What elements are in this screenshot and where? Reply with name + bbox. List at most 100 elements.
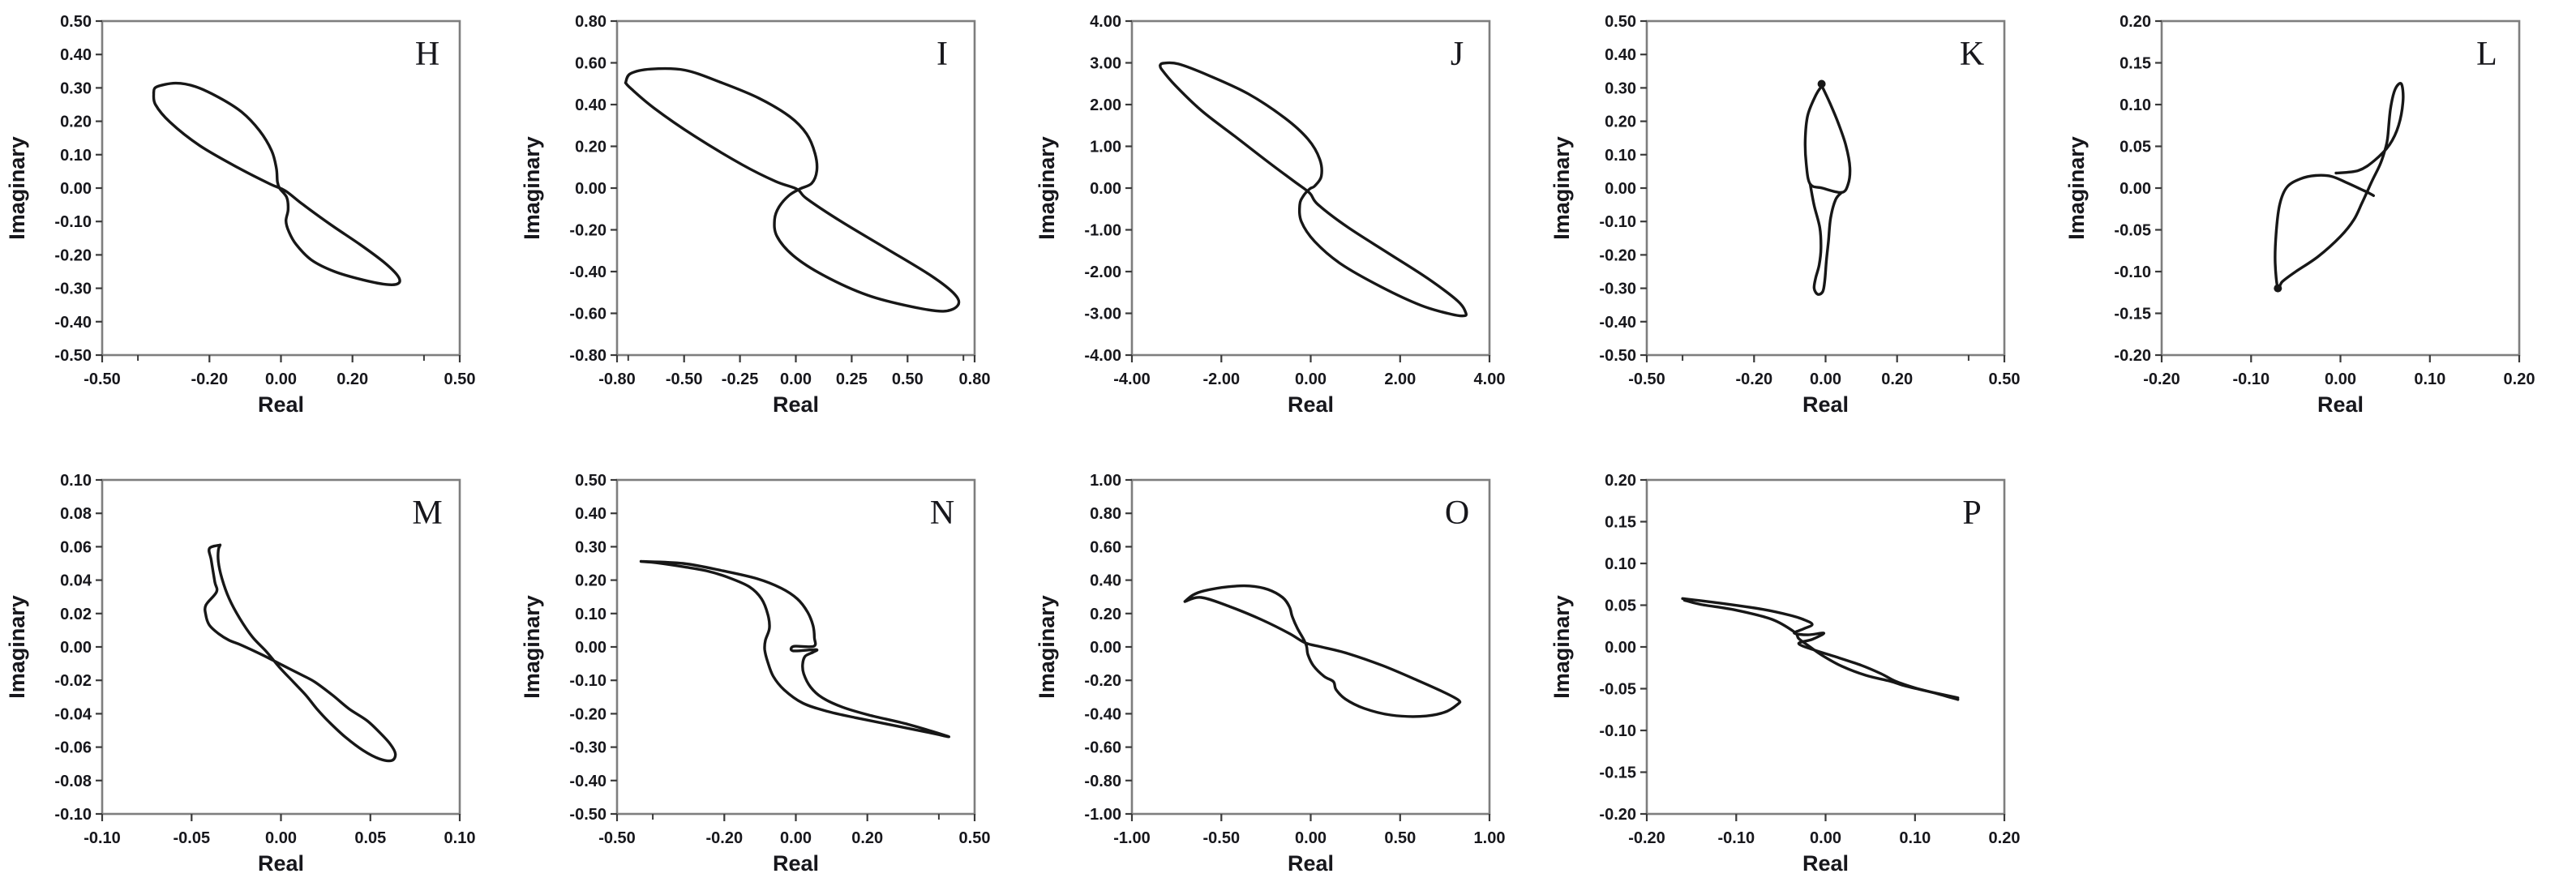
- plot-frame: [1130, 478, 1491, 816]
- x-tick-label: -0.50: [666, 370, 703, 388]
- subplot-H: 0.50 0.40 0.30 0.20 0.10 0.00 -0.10 -0.20 -0.30 -…: [0, 0, 515, 448]
- y-tick-label: 0.20: [1605, 472, 1636, 490]
- y-tick-label: 0.40: [1605, 46, 1636, 64]
- x-axis-label: Real: [1288, 392, 1334, 417]
- y-tick-label: 0.20: [1605, 113, 1636, 131]
- y-tick-label: 0.00: [60, 639, 92, 657]
- y-tick-label: -0.04: [54, 705, 92, 723]
- y-tick-label: 0.60: [575, 55, 606, 73]
- y-tick-label: -0.06: [54, 739, 92, 757]
- subplot-canvas-M: 0.10 0.08 0.06 0.04 0.02 0.00 -0.02 -0.04 -0.06 -…: [5, 472, 476, 876]
- x-tick-label: 0.10: [444, 829, 476, 847]
- y-tick-label: 0.40: [60, 46, 92, 64]
- y-tick-label: 0.00: [1090, 180, 1121, 198]
- subplot-J: 4.00 3.00 2.00 1.00 0.00 -1.00 -2.00 -3.00 -4.00…: [1030, 0, 1545, 448]
- y-tick-label: -0.10: [1599, 722, 1636, 740]
- y-tick-label: -0.05: [2114, 222, 2151, 240]
- x-tick-label: 0.00: [780, 370, 812, 388]
- x-axis-label: Real: [258, 392, 304, 417]
- y-tick-label: -2.00: [1084, 263, 1121, 281]
- y-tick-label: 0.00: [1605, 180, 1636, 198]
- y-tick-label: -0.40: [1084, 705, 1121, 723]
- subplot-L: 0.20 0.15 0.10 0.05 0.00 -0.05 -0.10 -0.15 -0.20…: [2060, 0, 2574, 448]
- y-tick-label: 0.00: [2120, 180, 2151, 198]
- y-tick-label: 0.05: [2120, 139, 2151, 156]
- x-tick-label: -0.25: [722, 370, 759, 388]
- panel-letter: I: [937, 36, 948, 73]
- y-tick-label: -0.80: [569, 347, 606, 365]
- y-tick-label: -0.30: [1599, 280, 1636, 298]
- subplot-K: 0.50 0.40 0.30 0.20 0.10 0.00 -0.10 -0.20 -0.30 -…: [1545, 0, 2060, 448]
- x-tick-label: 0.00: [1295, 829, 1327, 847]
- y-tick-label: 0.20: [60, 113, 92, 131]
- x-tick-label: 0.05: [354, 829, 386, 847]
- x-tick-label: -0.50: [1203, 829, 1241, 847]
- x-tick-label: -0.50: [84, 370, 121, 388]
- x-tick-label: 0.00: [265, 370, 297, 388]
- y-tick-label: 0.10: [60, 472, 92, 490]
- subplot-canvas-L: 0.20 0.15 0.10 0.05 0.00 -0.05 -0.10 -0.15 -0.20…: [2064, 13, 2535, 417]
- subplot-canvas-H: 0.50 0.40 0.30 0.20 0.10 0.00 -0.10 -0.20 -0.30 -…: [5, 13, 475, 417]
- y-tick-label: -0.40: [569, 263, 606, 281]
- x-tick-label: -0.10: [84, 829, 121, 847]
- subplot-I: 0.80 0.60 0.40 0.20 0.00 -0.20 -0.40 -0.60 -0.80…: [515, 0, 1030, 448]
- subplot-M: 0.10 0.08 0.06 0.04 0.02 0.00 -0.02 -0.04 -0.06 -…: [0, 448, 515, 895]
- y-tick-label: -0.60: [569, 306, 606, 323]
- y-axis-label: Imaginary: [5, 595, 29, 699]
- y-axis-label: Imaginary: [2064, 136, 2089, 240]
- y-tick-label: -0.20: [569, 222, 606, 240]
- y-tick-label: 0.04: [60, 572, 92, 590]
- y-tick-label: -0.30: [569, 739, 606, 757]
- y-tick-label: 0.10: [1605, 147, 1636, 165]
- impedance-locus: [152, 81, 401, 286]
- y-tick-label: 0.10: [1605, 555, 1636, 573]
- y-tick-label: 0.00: [575, 180, 606, 198]
- y-tick-label: -0.50: [54, 347, 92, 365]
- y-tick-label: -0.08: [54, 773, 92, 790]
- x-axis-label: Real: [773, 851, 819, 876]
- y-tick-label: 0.10: [60, 147, 92, 165]
- plot-frame: [101, 478, 461, 816]
- x-tick-label: -0.10: [2233, 370, 2270, 388]
- x-axis-label: Real: [1288, 851, 1334, 876]
- y-axis-label: Imaginary: [5, 136, 29, 240]
- x-tick-label: 0.00: [1295, 370, 1327, 388]
- x-tick-label: -1.00: [1113, 829, 1151, 847]
- x-tick-label: 0.20: [851, 829, 883, 847]
- y-tick-label: -0.20: [1084, 672, 1121, 690]
- y-tick-label: -0.15: [2114, 306, 2151, 323]
- x-tick-label: -0.80: [598, 370, 636, 388]
- y-tick-label: -3.00: [1084, 306, 1121, 323]
- x-tick-label: 0.50: [959, 829, 991, 847]
- x-tick-label: 0.00: [780, 829, 812, 847]
- y-tick-label: -0.20: [1599, 246, 1636, 264]
- panel-letter: J: [1451, 36, 1464, 73]
- x-tick-label: -0.10: [1718, 829, 1755, 847]
- x-tick-label: -0.20: [2143, 370, 2180, 388]
- y-tick-label: -1.00: [1084, 806, 1121, 824]
- impedance-locus: [1183, 584, 1462, 718]
- subplot-P: 0.20 0.15 0.10 0.05 0.00 -0.05 -0.10 -0.15 -0.20…: [1545, 448, 2060, 895]
- x-tick-label: 0.20: [1989, 829, 2021, 847]
- y-tick-label: 0.20: [575, 572, 606, 590]
- y-tick-label: 0.15: [2120, 55, 2151, 73]
- x-tick-label: -4.00: [1113, 370, 1151, 388]
- panel-letter: M: [412, 495, 442, 532]
- y-tick-label: -0.20: [1599, 806, 1636, 824]
- subplot-canvas-I: 0.80 0.60 0.40 0.20 0.00 -0.20 -0.40 -0.60 -0.80…: [520, 13, 990, 417]
- x-axis-label: Real: [1802, 392, 1849, 417]
- y-tick-label: 0.10: [575, 606, 606, 623]
- y-tick-label: 0.60: [1090, 538, 1121, 556]
- y-axis-label: Imaginary: [520, 595, 544, 699]
- curve-start-dot: [2274, 284, 2282, 293]
- panel-letter: L: [2476, 36, 2497, 73]
- y-tick-label: 4.00: [1090, 13, 1121, 31]
- y-tick-label: 0.08: [60, 505, 92, 523]
- y-axis-label: Imaginary: [1035, 136, 1059, 240]
- x-tick-label: -2.00: [1203, 370, 1241, 388]
- y-tick-label: -0.10: [54, 213, 92, 231]
- y-tick-label: 0.20: [2120, 13, 2151, 31]
- y-tick-label: -0.80: [1084, 773, 1121, 790]
- x-axis-label: Real: [1802, 851, 1849, 876]
- y-tick-label: 0.06: [60, 538, 92, 556]
